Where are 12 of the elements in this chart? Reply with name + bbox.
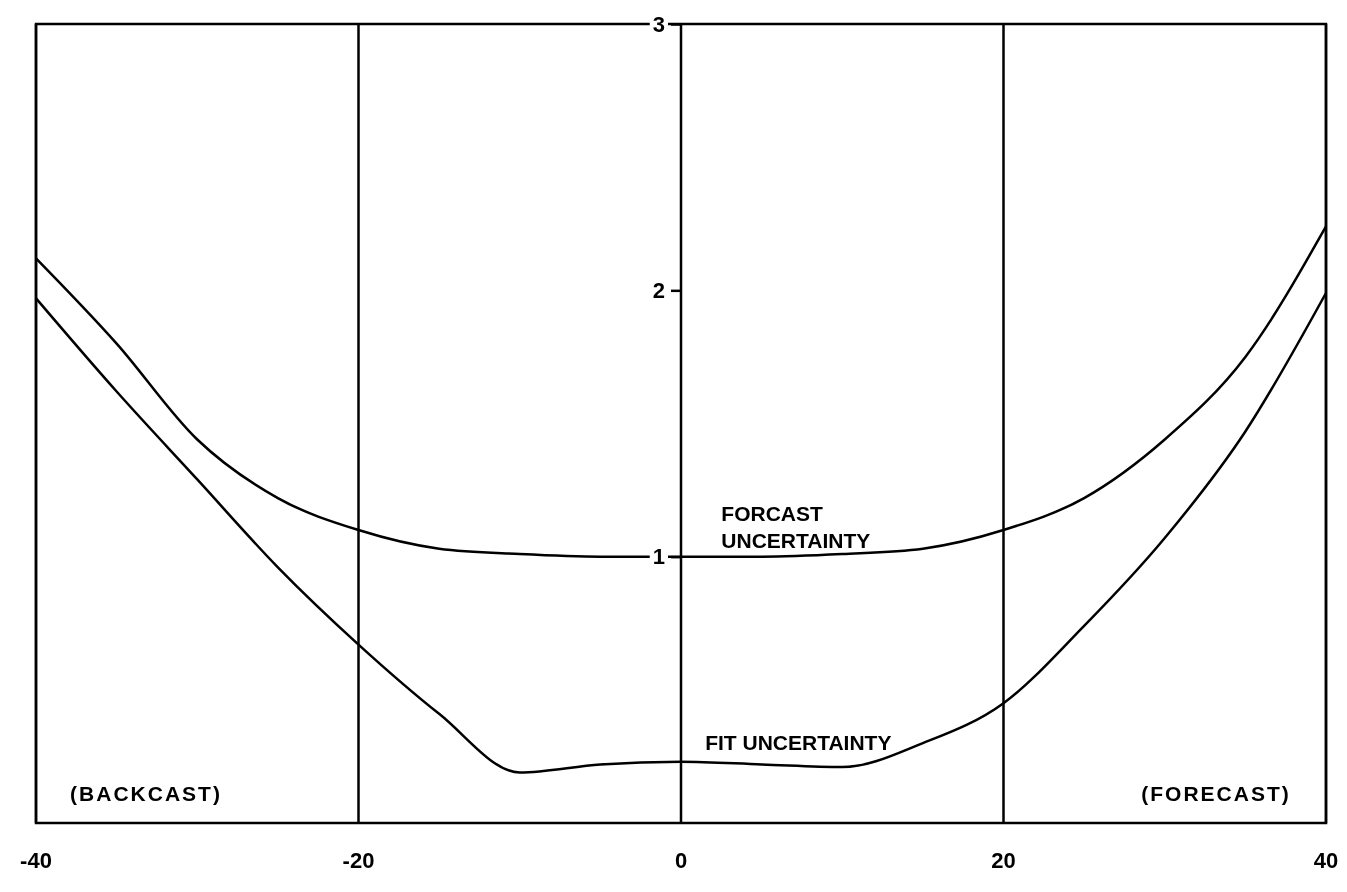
x-tick-label: 40 (1313, 848, 1339, 873)
x-tick-label: -20 (342, 848, 375, 873)
series-label: FORCAST UNCERTAINTY (721, 501, 871, 552)
y-tick-label: 3 (652, 11, 665, 37)
x-tick-label: 20 (991, 848, 1016, 873)
x-tick-label: 0 (674, 848, 688, 873)
annotation: (FORECAST) (1141, 782, 1291, 805)
y-tick-label: 2 (652, 277, 665, 303)
y-tick-label: 1 (652, 544, 665, 570)
x-tick-label: -40 (20, 848, 52, 873)
annotation: (BACKCAST) (70, 782, 222, 805)
series-label: FIT UNCERTAINTY (705, 730, 892, 754)
